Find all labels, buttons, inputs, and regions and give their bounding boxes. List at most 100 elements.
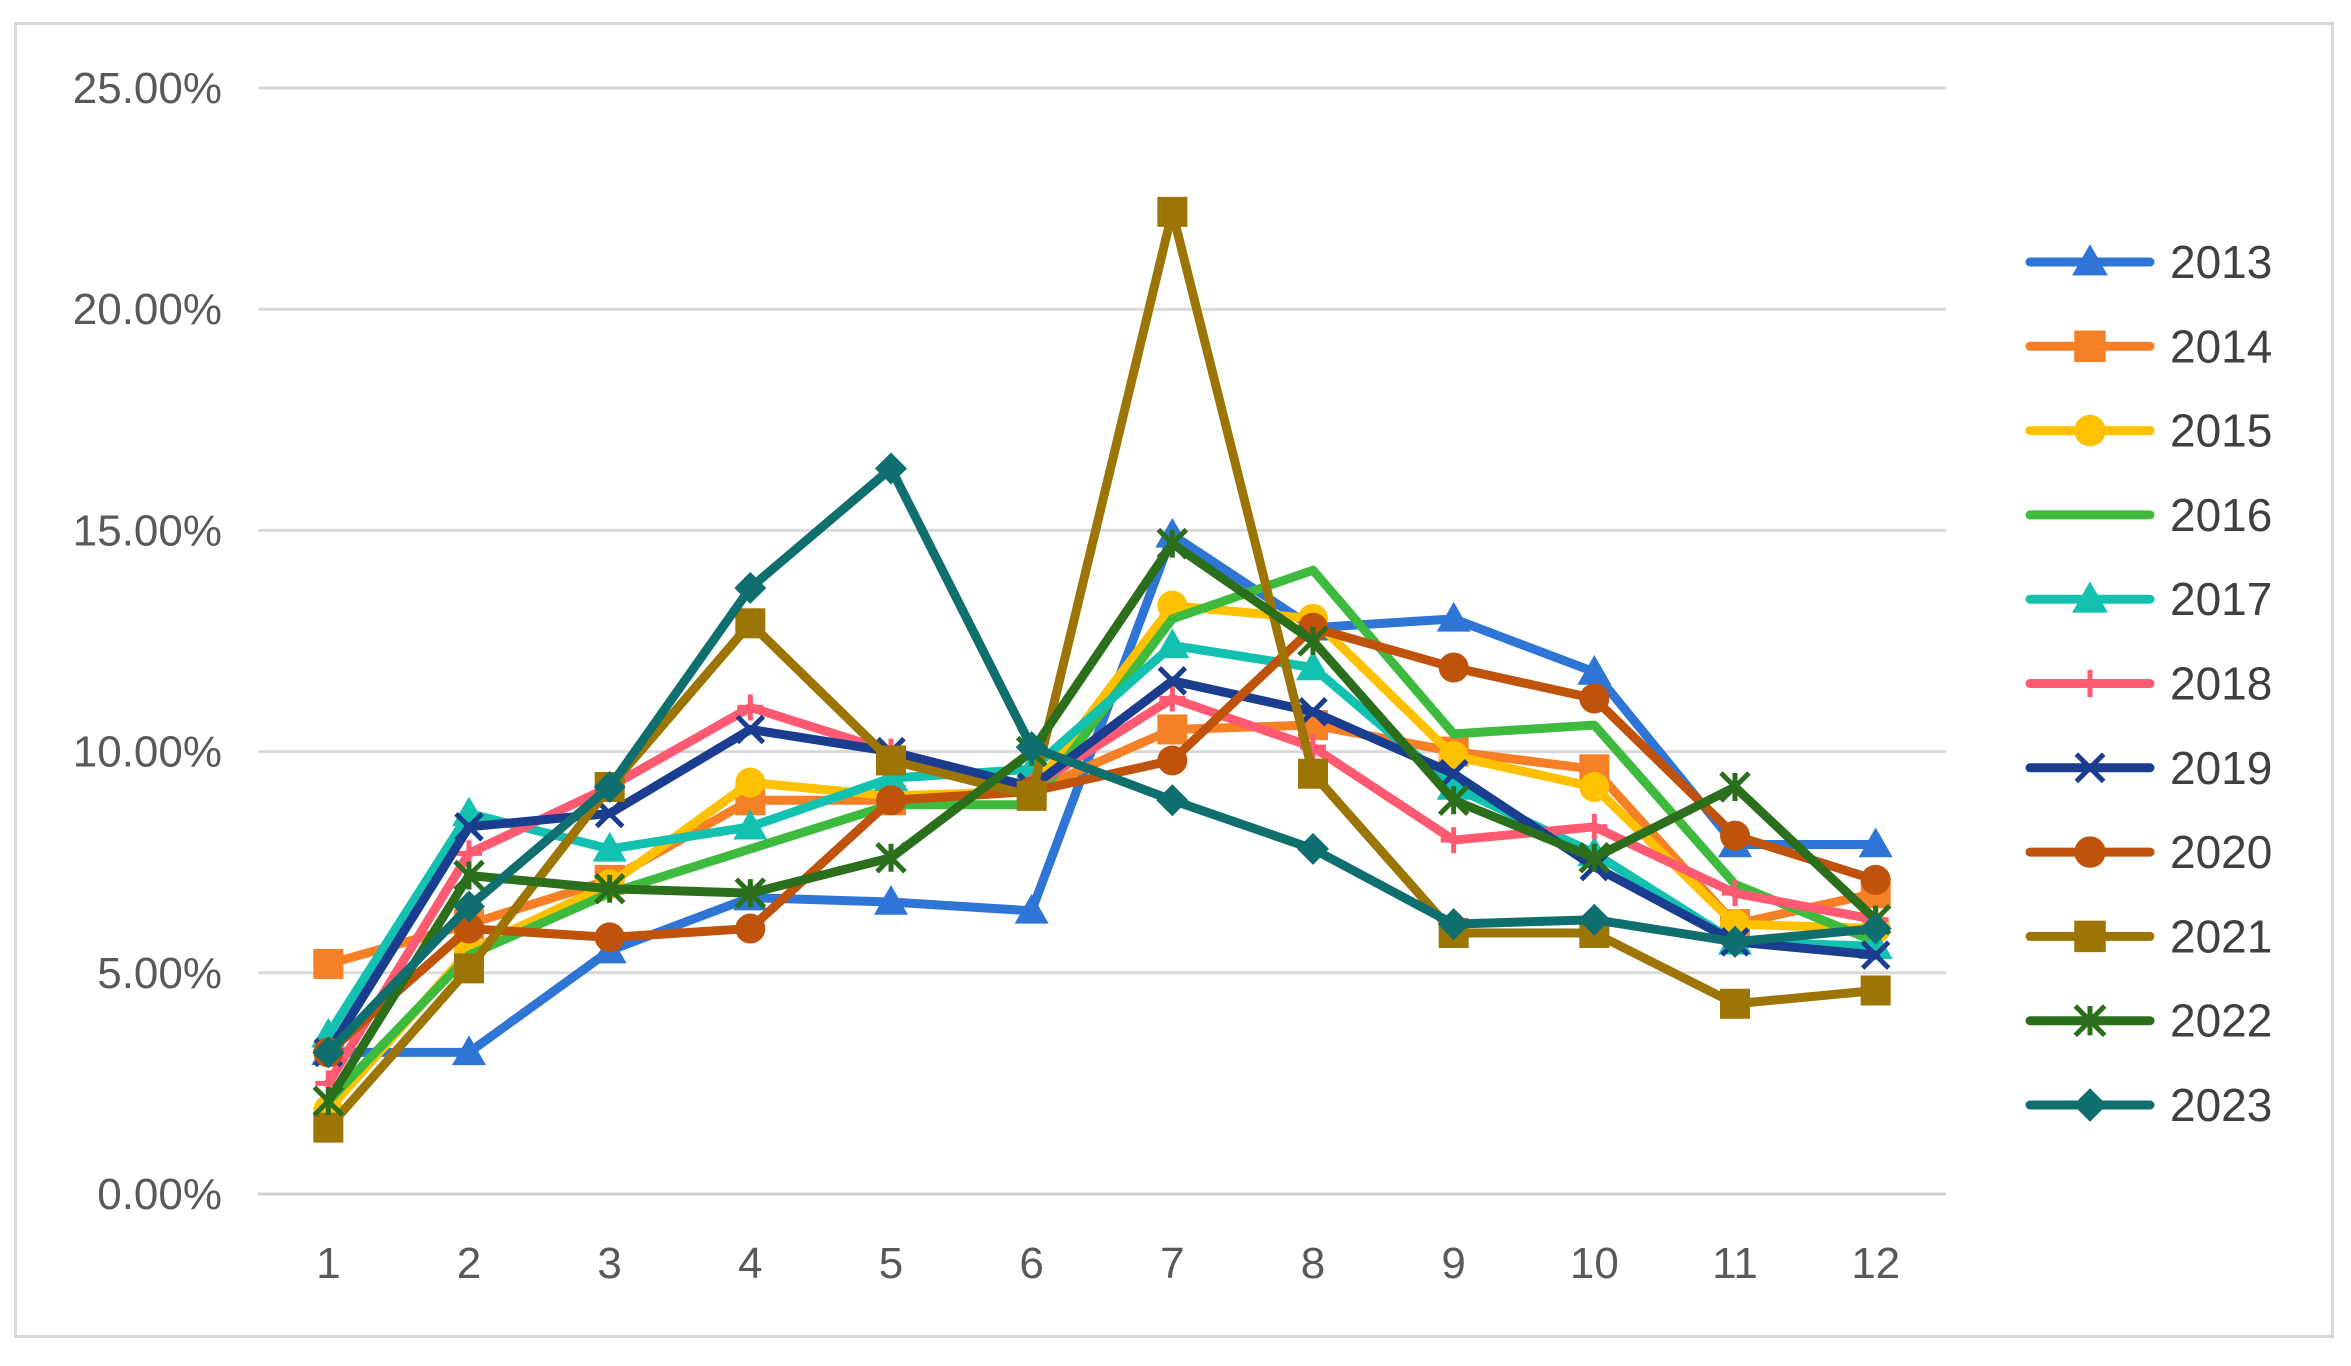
star-marker [734,877,767,909]
diamond-marker [875,452,907,485]
triangle-marker [2072,581,2108,613]
series-2023 [312,452,1892,1069]
circle-marker [1860,864,1891,895]
plus-marker [1581,813,1608,840]
triangle-marker [733,809,768,840]
diamond-marker [1156,784,1189,817]
series-line [323,601,1881,1115]
legend-item: 2016 [2025,489,2272,541]
square-marker [1157,196,1188,227]
circle-marker [1438,652,1469,683]
legend-label: 2013 [2170,236,2272,288]
diamond-marker [312,1036,345,1069]
series-2021 [313,196,1891,1143]
x-tick-label: 2 [457,1239,481,1288]
diamond-marker [1297,832,1329,865]
plus-marker [2076,669,2104,698]
triangle-marker [592,831,627,862]
triangle-marker [452,1035,486,1066]
x-marker [735,714,766,745]
circle-marker [876,785,906,816]
x-marker [2074,752,2106,784]
x-tick-label: 11 [1712,1239,1758,1288]
x-tick-label: 9 [1441,1239,1465,1288]
triangle-marker [1296,650,1330,681]
circle-marker [1157,745,1188,776]
star-marker [1156,527,1189,560]
x-tick-label: 10 [1570,1239,1619,1288]
triangle-marker [1155,628,1190,659]
triangle-marker [1577,654,1612,685]
x-tick-label: 8 [1301,1239,1325,1288]
circle-marker [735,767,766,798]
star-marker [312,1085,345,1117]
y-tick-label: 25.00% [73,64,222,113]
x-tick-label: 12 [1851,1239,1900,1288]
plus-marker [1159,685,1186,712]
triangle-marker [2072,244,2108,276]
legend-item: 2014 [2025,320,2272,372]
y-tick-label: 20.00% [73,285,222,334]
x-marker [1157,666,1188,696]
x-marker [1860,940,1891,970]
circle-marker [1579,771,1610,802]
square-marker [1720,988,1750,1019]
legend-item: 2020 [2025,826,2272,878]
legend-label: 2022 [2170,995,2272,1047]
x-tick-label: 3 [597,1239,621,1288]
star-marker [2073,1004,2107,1038]
legend-label: 2023 [2170,1079,2272,1131]
series-lines [311,196,1893,1143]
square-marker [735,608,766,639]
legend-item: 2022 [2025,995,2272,1047]
y-tick-label: 15.00% [73,506,222,555]
circle-marker [1579,683,1610,714]
legend-label: 2015 [2170,405,2272,457]
y-tick-label: 5.00% [97,949,222,998]
star-marker [1719,771,1751,803]
legend-label: 2019 [2170,742,2272,794]
x-tick-label: 7 [1160,1239,1184,1288]
diamond-marker [1015,731,1048,764]
series-line [323,539,1881,1106]
diamond-marker [1578,903,1611,936]
square-marker [313,948,344,979]
legend-label: 2020 [2170,826,2272,878]
legend-label: 2021 [2170,910,2272,962]
square-marker [313,1112,344,1143]
legend-label: 2017 [2170,573,2272,625]
diamond-marker [453,890,485,923]
square-marker [2074,920,2106,953]
legend-item: 2021 [2025,910,2272,962]
triangle-marker [1858,827,1893,858]
x-marker [1298,697,1328,727]
triangle-marker [1436,601,1471,632]
star-marker [453,859,485,892]
series-line [323,530,1881,1057]
y-tick-label: 0.00% [97,1170,222,1219]
star-marker [1578,842,1611,874]
circle-marker [1720,820,1750,851]
legend-item: 2017 [2025,573,2272,625]
circle-marker [2074,414,2106,447]
square-marker [876,745,906,776]
diamond-marker [593,770,626,803]
square-marker [1157,714,1188,745]
x-tick-label: 4 [738,1239,762,1288]
legend: 2013 2014 2015 2016 2017 2018 2019 2020 2021 2022… [2025,236,2272,1131]
star-marker [1437,784,1470,817]
series-line [323,640,1881,1040]
square-marker [2074,330,2106,363]
diamond-marker [734,571,767,604]
legend-item: 2018 [2025,658,2272,710]
series-line [323,694,1881,1088]
series-line [323,463,1881,1057]
x-marker [454,812,484,842]
square-marker [1860,975,1891,1006]
legend-label: 2014 [2170,320,2272,372]
circle-marker [735,913,766,944]
diamond-marker [1859,912,1892,945]
x-tick-label: 1 [316,1239,340,1288]
triangle-marker [1014,893,1049,924]
